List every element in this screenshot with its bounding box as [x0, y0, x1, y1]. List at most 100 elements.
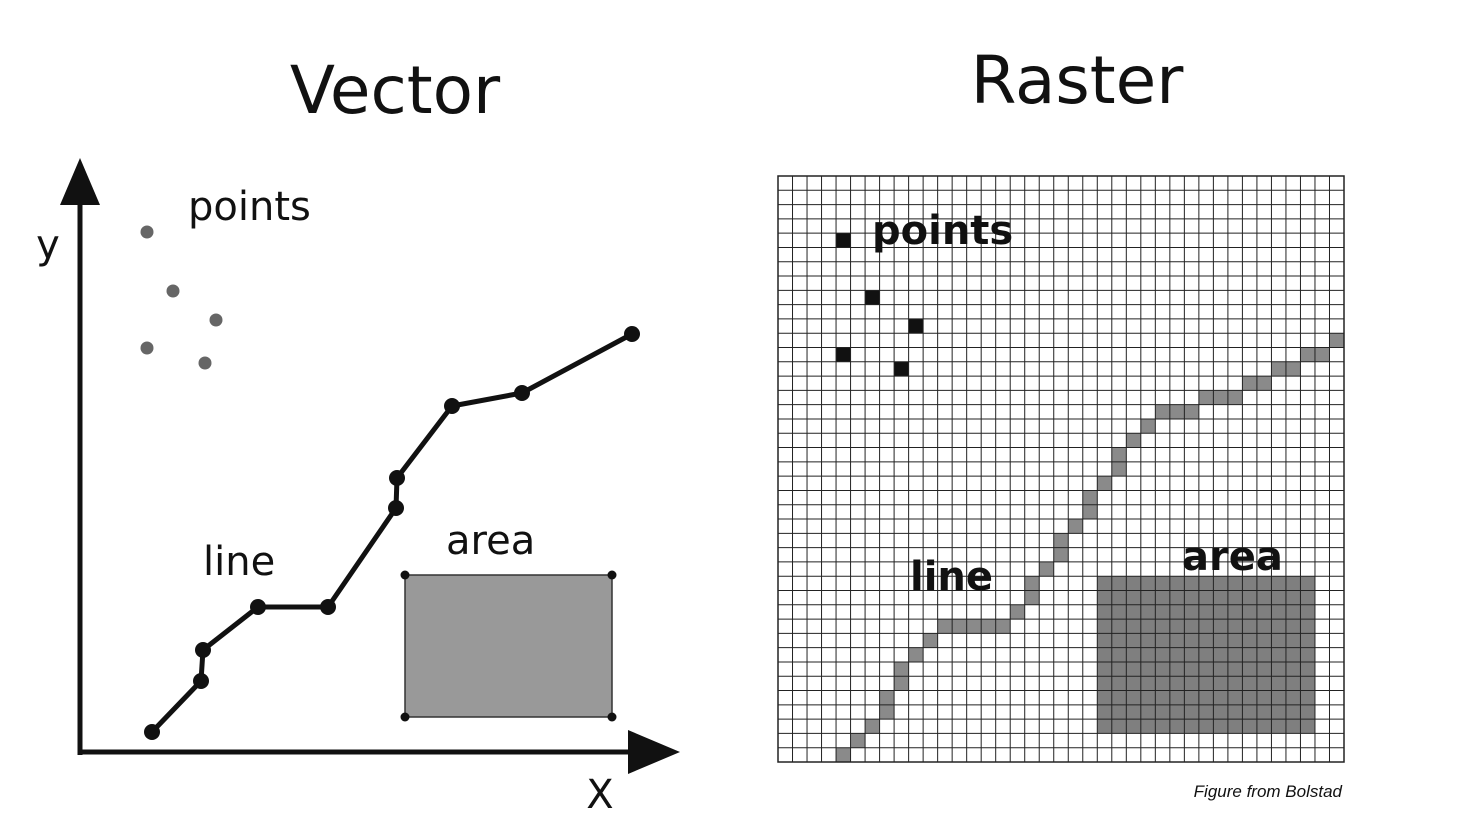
raster-line-cell [1053, 533, 1069, 548]
raster-area-cell [1097, 604, 1112, 620]
raster-area-cell [1155, 719, 1170, 734]
raster-line-cell [879, 704, 895, 720]
raster-line-cell [1024, 590, 1040, 605]
raster-area-cell [1140, 647, 1156, 662]
raster-area-cell [1140, 690, 1156, 705]
raster-area-cell [1155, 590, 1170, 605]
raster-line-cell [937, 619, 953, 634]
raster-area-cell [1242, 661, 1257, 677]
vector-point [198, 356, 212, 370]
raster-line-cell [865, 719, 880, 734]
vector-point [140, 341, 154, 355]
vector-point [166, 284, 180, 298]
raster-area-cell [1300, 604, 1315, 620]
raster-area-cell [1097, 633, 1112, 648]
raster-area-cell [1126, 690, 1141, 705]
raster-line-cell [1024, 576, 1040, 591]
raster-area-cell [1184, 604, 1199, 620]
raster-area-cell [1213, 676, 1228, 691]
raster-area-cell [1111, 619, 1127, 634]
raster-point-cell [865, 290, 880, 305]
raster-area-cell [1242, 604, 1257, 620]
raster-line-cell [836, 747, 851, 762]
raster-area-cell [1111, 576, 1127, 591]
raster-area-cell [1271, 633, 1286, 648]
raster-line-cell [952, 619, 967, 634]
raster-area-cell [1126, 590, 1141, 605]
raster-area-cell [1140, 704, 1156, 720]
raster-grid-border [777, 175, 1345, 763]
vector-points [140, 225, 223, 370]
raster-line-cell [995, 619, 1011, 634]
raster-area-label: area [1182, 534, 1283, 580]
raster-line-cell [894, 661, 909, 677]
raster-area-cell [1256, 647, 1272, 662]
line-vertex [195, 642, 211, 658]
line-vertex [320, 599, 336, 615]
raster-area-cell [1227, 719, 1243, 734]
raster-line-cell [1082, 504, 1098, 520]
raster-area-cell [1227, 604, 1243, 620]
raster-area-cell [1227, 590, 1243, 605]
raster-line-label: line [910, 554, 993, 600]
raster-title: Raster [971, 42, 1185, 119]
raster-line-cell [1039, 561, 1054, 577]
raster-line-cell [1285, 361, 1301, 377]
raster-line-cell [908, 647, 924, 662]
raster-area-cell [1242, 690, 1257, 705]
raster-area-cell [1256, 704, 1272, 720]
raster-area-cell [1300, 590, 1315, 605]
raster-area-cell [1140, 661, 1156, 677]
raster-area-cell [1169, 661, 1185, 677]
raster-line-cell [1068, 519, 1083, 534]
y-axis-arrowhead [60, 158, 100, 205]
line-vertex [388, 500, 404, 516]
raster-area-cell [1271, 619, 1286, 634]
raster-area-cell [1155, 676, 1170, 691]
raster-area-cell [1097, 647, 1112, 662]
line-vertex [144, 724, 160, 740]
raster-area-cell [1285, 604, 1301, 620]
y-axis-label: y [36, 222, 60, 268]
raster-area-cell [1184, 676, 1199, 691]
raster-line-cell [850, 733, 866, 748]
raster-line-cell [1242, 376, 1257, 391]
raster-line-cell [1227, 390, 1243, 405]
raster-line-cell [923, 633, 938, 648]
raster-area-cell [1169, 633, 1185, 648]
raster-point-cell [836, 347, 851, 362]
raster-area-cell [1300, 647, 1315, 662]
raster-area-cell [1285, 719, 1301, 734]
raster-area-cell [1169, 604, 1185, 620]
raster-area-cell [1256, 604, 1272, 620]
raster-line-cell [1300, 347, 1315, 362]
raster-area-cell [1300, 690, 1315, 705]
raster-area-cell [1227, 647, 1243, 662]
raster-area-cell [1198, 676, 1214, 691]
raster-area-cell [1198, 661, 1214, 677]
raster-area-cell [1140, 576, 1156, 591]
raster-area-cell [1213, 704, 1228, 720]
raster-area-cell [1126, 676, 1141, 691]
raster-area-cell [1155, 647, 1170, 662]
raster-area-cell [1111, 704, 1127, 720]
raster-area-cell [1227, 676, 1243, 691]
raster-area-cell [1184, 590, 1199, 605]
raster-area-cell [1169, 704, 1185, 720]
raster-area-cell [1140, 719, 1156, 734]
raster-area-cell [1169, 690, 1185, 705]
raster-area-cell [1242, 676, 1257, 691]
vector-point [209, 313, 223, 327]
area-vertex [607, 712, 617, 722]
raster-area-cell [1271, 690, 1286, 705]
area-vertex [400, 570, 410, 580]
raster-area-cell [1300, 661, 1315, 677]
vector-point [140, 225, 154, 239]
raster-line-cell [1169, 404, 1185, 419]
line-vertex [193, 673, 209, 689]
raster-area-cell [1300, 619, 1315, 634]
raster-area-cell [1097, 619, 1112, 634]
raster-area-cell [1126, 633, 1141, 648]
raster-area-cell [1111, 633, 1127, 648]
raster-area-cell [1300, 576, 1315, 591]
